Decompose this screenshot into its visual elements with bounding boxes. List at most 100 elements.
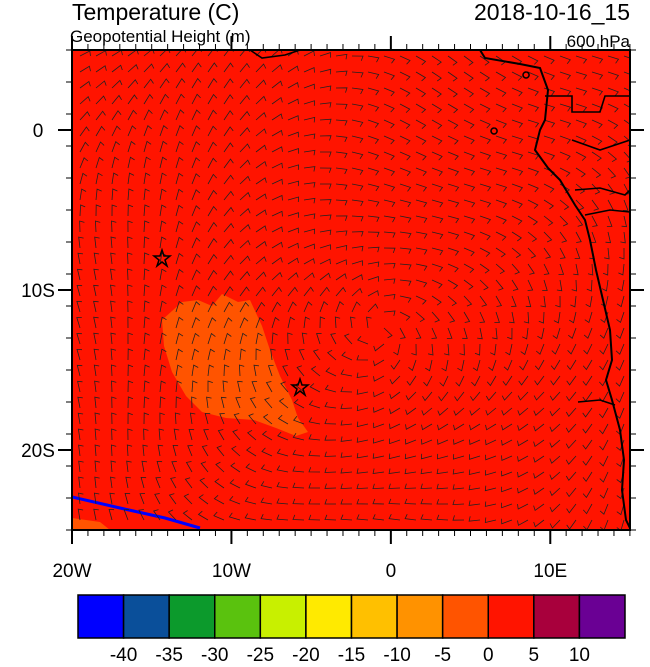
wind-barb — [399, 135, 411, 145]
wind-barb — [582, 375, 593, 386]
wind-barb — [111, 110, 122, 121]
colorbar-label: -35 — [155, 645, 182, 666]
wind-barb — [616, 503, 625, 516]
wind-barb — [271, 226, 283, 233]
wind-barb — [453, 423, 465, 431]
wind-barb — [214, 478, 225, 489]
wind-barb — [79, 96, 91, 105]
wind-barb — [303, 258, 315, 265]
wind-barb — [591, 199, 600, 211]
wind-barb — [447, 55, 458, 66]
wind-barb — [389, 375, 401, 385]
wind-barb — [223, 317, 233, 329]
wind-barb — [443, 343, 450, 356]
wind-barb — [280, 381, 289, 393]
wind-barb — [404, 468, 417, 475]
wind-barb — [203, 429, 209, 441]
wind-barb — [108, 508, 115, 521]
wind-barb — [511, 247, 522, 258]
wind-barb — [405, 391, 417, 401]
wind-barb — [271, 286, 282, 297]
wind-barb — [543, 55, 555, 65]
wind-barb — [127, 204, 134, 217]
wind-barb — [287, 81, 299, 89]
wind-barb — [77, 508, 84, 521]
wind-barb — [287, 332, 293, 345]
wind-barb — [255, 332, 263, 345]
wind-barb — [239, 317, 249, 329]
wind-barb — [127, 428, 133, 441]
wind-barb — [175, 93, 185, 105]
wind-barb — [140, 476, 147, 489]
wind-barb — [340, 452, 353, 458]
wind-barb — [372, 468, 385, 474]
wind-barb — [340, 386, 353, 393]
wind-barb — [447, 103, 459, 114]
wind-barb — [127, 316, 133, 329]
colorbar-box — [122, 594, 170, 639]
wind-barb — [127, 252, 133, 265]
wind-barb — [351, 55, 364, 61]
wind-barb — [143, 348, 150, 361]
wind-barb — [525, 295, 532, 308]
wind-barb — [447, 279, 459, 290]
wind-barb — [372, 514, 385, 521]
wind-barb — [527, 119, 540, 128]
wind-barb — [393, 343, 401, 356]
wind-barb — [367, 167, 380, 176]
wind-barb — [127, 220, 133, 233]
wind-barb — [303, 83, 315, 90]
wind-barb — [568, 327, 577, 339]
wind-barb — [517, 487, 529, 494]
wind-barb — [287, 131, 299, 138]
wind-barb — [159, 364, 167, 377]
wind-barb — [565, 407, 577, 417]
wind-barb — [575, 183, 586, 194]
wind-barb — [111, 141, 120, 153]
wind-barb — [492, 327, 498, 340]
wind-barb — [511, 183, 524, 192]
wind-barb — [550, 359, 561, 371]
wind-barb — [511, 295, 517, 307]
wind-barb — [405, 423, 417, 430]
wind-barb — [538, 311, 545, 324]
wind-barb — [437, 439, 449, 445]
station-marker — [151, 247, 311, 398]
wind-barb — [111, 428, 117, 441]
wind-barb — [484, 485, 497, 492]
colorbar-box — [259, 594, 307, 639]
wind-barb — [79, 188, 87, 201]
wind-barb — [188, 428, 195, 441]
wind-barb — [599, 423, 609, 435]
wind-barb — [159, 316, 167, 329]
wind-barb — [615, 327, 625, 339]
wind-barb — [517, 455, 529, 462]
wind-barb — [356, 514, 369, 521]
wind-barb — [470, 391, 481, 402]
wind-barb — [404, 453, 417, 460]
wind-barb — [415, 311, 425, 323]
wind-barb — [351, 183, 364, 191]
lat-label: 20S — [21, 441, 55, 462]
wind-barb — [95, 65, 107, 73]
wind-barb — [303, 133, 316, 139]
map-area — [72, 50, 630, 530]
wind-barb — [582, 471, 593, 482]
wind-barb — [303, 116, 316, 123]
wind-barb — [255, 63, 267, 73]
wind-barb — [271, 96, 283, 105]
wind-barb — [255, 112, 267, 121]
wind-barb — [94, 236, 100, 249]
wind-barb — [206, 396, 212, 409]
wind-barb — [239, 127, 251, 137]
wind-barb — [599, 343, 609, 355]
wind-barb — [616, 295, 625, 308]
wind-barb — [383, 310, 396, 316]
wind-barb — [197, 510, 209, 521]
wind-barb — [309, 383, 321, 393]
wind-barb — [207, 189, 218, 201]
wind-barb — [287, 242, 299, 249]
wind-barb — [615, 391, 625, 403]
wind-barb — [447, 119, 459, 129]
